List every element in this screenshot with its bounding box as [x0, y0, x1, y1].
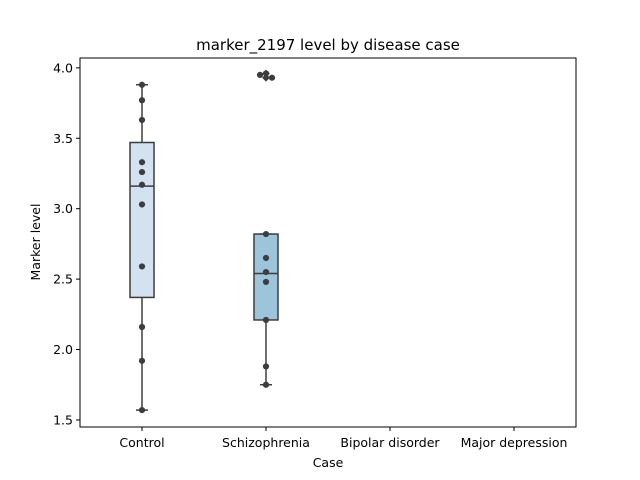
- data-point: [262, 70, 270, 77]
- y-tick-label: 2.5: [53, 272, 73, 287]
- data-point: [262, 363, 270, 370]
- x-axis: Control Schizophrenia Bipolar disorder Majo…: [119, 427, 567, 450]
- plot-area: [129, 69, 279, 414]
- x-tick-label: Control: [119, 435, 164, 450]
- data-point: [138, 159, 146, 166]
- data-point: [262, 268, 270, 276]
- data-point: [138, 116, 146, 124]
- x-tick-label: Bipolar disorder: [340, 435, 440, 450]
- data-point: [138, 406, 146, 414]
- box-group: [129, 81, 155, 414]
- y-tick-label: 2.0: [53, 342, 73, 357]
- box: [253, 233, 279, 321]
- y-axis-title: Marker level: [28, 204, 43, 281]
- y-tick-label: 4.0: [53, 60, 73, 75]
- data-point: [138, 81, 146, 88]
- data-point: [262, 381, 270, 388]
- data-point: [138, 323, 146, 331]
- outlier-marker: [262, 73, 270, 82]
- chart-title: marker_2197 level by disease case: [196, 36, 460, 55]
- x-tick-label: Major depression: [461, 435, 568, 450]
- data-point: [138, 263, 146, 270]
- box: [129, 141, 155, 299]
- data-point: [138, 168, 146, 176]
- data-point: [262, 230, 270, 238]
- data-point: [256, 71, 264, 79]
- y-tick-label: 1.5: [53, 412, 73, 427]
- data-point: [138, 357, 146, 364]
- data-point: [262, 278, 270, 286]
- data-point: [268, 74, 276, 81]
- plot-frame: [79, 57, 577, 428]
- data-point: [138, 201, 146, 208]
- data-point: [262, 254, 270, 262]
- y-tick-label: 3.0: [53, 201, 73, 216]
- y-tick-label: 3.5: [53, 131, 73, 146]
- box-group: [253, 69, 279, 388]
- data-point: [262, 316, 270, 324]
- data-point: [138, 97, 146, 104]
- x-tick-label: Schizophrenia: [222, 435, 310, 450]
- data-point: [138, 181, 146, 188]
- y-axis: 1.5 2.0 2.5 3.0 3.5 4.0: [53, 60, 80, 427]
- x-axis-title: Case: [313, 455, 344, 470]
